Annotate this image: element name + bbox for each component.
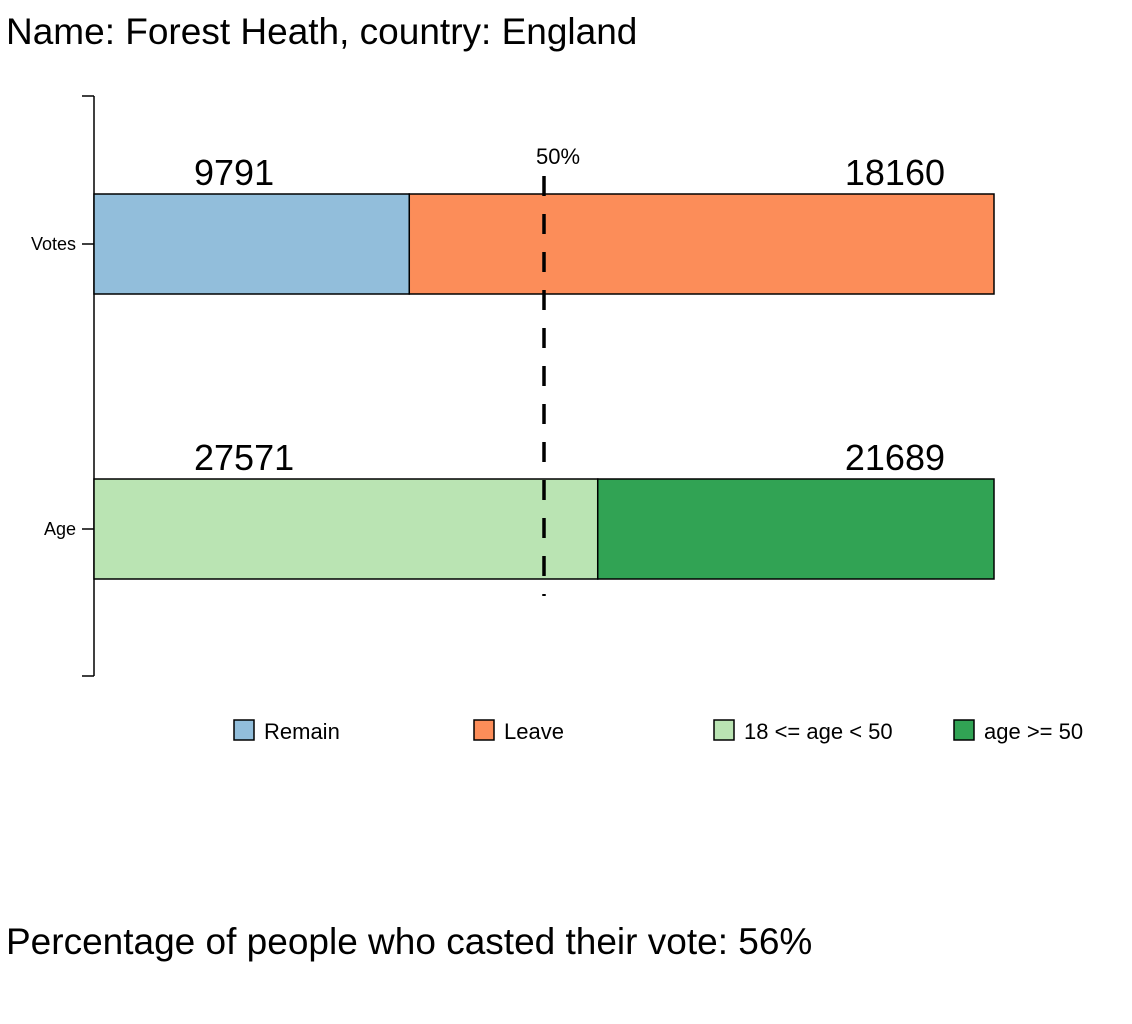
data-label: 9791	[194, 152, 274, 193]
value-labels-layer: 9791 18160 27571 21689	[194, 152, 945, 478]
legend-swatch	[473, 719, 495, 741]
data-label: 27571	[194, 437, 294, 478]
y-axis: Votes Age	[31, 95, 95, 677]
reference-line-layer: 50%	[536, 144, 580, 596]
bars-layer	[93, 193, 995, 580]
chart-title: Name: Forest Heath, country: England	[6, 11, 638, 52]
bar-segment	[408, 193, 995, 295]
legend-swatch	[233, 719, 255, 741]
bar-segment	[596, 478, 995, 580]
y-tick-label: Votes	[31, 234, 76, 254]
legend-swatch	[953, 719, 975, 741]
turnout-text: Percentage of people who casted their vo…	[6, 921, 813, 962]
data-label: 21689	[845, 437, 945, 478]
legend-label: age >= 50	[984, 719, 1083, 744]
reference-line-label: 50%	[536, 144, 580, 169]
data-label: 18160	[845, 152, 945, 193]
legend: Remain Leave 18 <= age < 50 age >= 50	[233, 719, 1083, 744]
legend-label: Remain	[264, 719, 340, 744]
bar-segment	[93, 478, 599, 580]
legend-label: Leave	[504, 719, 564, 744]
y-tick-label: Age	[44, 519, 76, 539]
legend-label: 18 <= age < 50	[744, 719, 893, 744]
bar-segment	[93, 193, 411, 295]
legend-swatch	[713, 719, 735, 741]
